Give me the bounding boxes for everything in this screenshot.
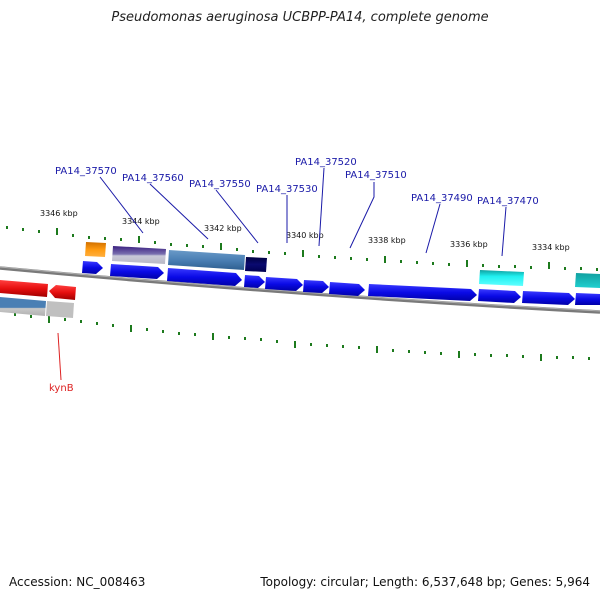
ruler-label: 3334 kbp [532, 243, 570, 252]
accession-text: Accession: NC_008463 [9, 575, 146, 589]
ruler-label: 3346 kbp [40, 209, 78, 218]
inner-tick-marks [14, 313, 590, 361]
gene-label-kynb[interactable]: kynB [49, 383, 74, 394]
gene-label[interactable]: PA14_37560 [122, 173, 184, 184]
ruler-label: 3336 kbp [450, 240, 488, 249]
ruler-label: 3340 kbp [286, 231, 324, 240]
cog-feature[interactable] [0, 297, 46, 316]
ruler-label: 3342 kbp [204, 224, 242, 233]
reverse-cog-lane [0, 297, 74, 318]
forward-gene-arrow[interactable] [478, 289, 521, 303]
forward-gene-arrow[interactable] [265, 277, 303, 291]
cog-feature[interactable] [85, 242, 106, 257]
genome-title: Pseudomonas aeruginosa UCBPP-PA14, compl… [111, 10, 489, 25]
gene-label[interactable]: PA14_37530 [256, 184, 318, 195]
ruler-label: 3344 kbp [122, 217, 160, 226]
cog-feature[interactable] [46, 301, 74, 318]
genome-info-text: Topology: circular; Length: 6,537,648 bp… [260, 575, 590, 589]
label-leaders [99, 167, 507, 257]
forward-gene-lane [82, 261, 600, 305]
reverse-gene-lane [0, 280, 76, 300]
gene-label[interactable]: PA14_37570 [55, 166, 117, 177]
forward-gene-arrow[interactable] [522, 291, 575, 305]
gene-label[interactable]: PA14_37550 [189, 179, 251, 190]
genome-backbone [0, 266, 600, 314]
forward-gene-arrow[interactable] [329, 282, 365, 296]
cog-feature[interactable] [575, 273, 600, 288]
forward-gene-arrow[interactable] [368, 284, 477, 301]
gene-label[interactable]: PA14_37490 [411, 193, 473, 204]
forward-gene-arrow[interactable] [110, 264, 164, 279]
gene-label[interactable]: PA14_37470 [477, 196, 539, 207]
cog-feature[interactable] [112, 246, 166, 264]
genome-backbone-highlight [0, 266, 600, 312]
outer-tick-marks [6, 226, 598, 271]
forward-gene-arrow[interactable] [82, 261, 103, 274]
forward-gene-arrow[interactable] [244, 275, 265, 288]
cog-feature[interactable] [168, 250, 245, 270]
cog-feature[interactable] [245, 257, 267, 272]
reverse-gene-arrow[interactable] [49, 285, 76, 300]
forward-gene-arrow[interactable] [303, 280, 329, 293]
gene-label[interactable]: PA14_37510 [345, 170, 407, 181]
cog-feature[interactable] [479, 270, 524, 286]
forward-gene-arrow[interactable] [575, 293, 600, 305]
ruler-label: 3338 kbp [368, 236, 406, 245]
kynb-leader [57, 332, 62, 381]
forward-gene-arrow[interactable] [167, 268, 242, 286]
reverse-gene-arrow[interactable] [0, 280, 48, 297]
cog-feature-lane [85, 242, 600, 288]
gene-label[interactable]: PA14_37520 [295, 157, 357, 168]
